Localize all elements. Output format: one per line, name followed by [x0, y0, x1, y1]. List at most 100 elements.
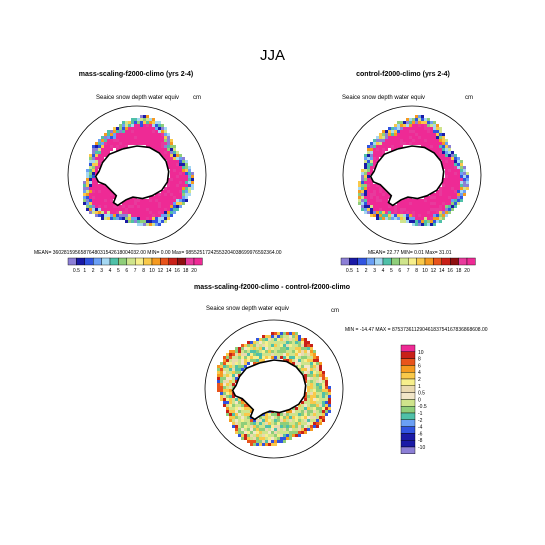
map-cell [143, 121, 146, 124]
map-cell [382, 145, 385, 148]
map-cell [307, 419, 310, 422]
map-cell [400, 211, 403, 214]
map-cell [95, 148, 98, 151]
map-cell [310, 401, 313, 404]
map-cell [176, 175, 179, 178]
map-cell [400, 208, 403, 211]
map-cell [119, 205, 122, 208]
map-cell [101, 184, 104, 187]
map-cell [143, 205, 146, 208]
map-cell [152, 205, 155, 208]
map-cell [295, 410, 298, 413]
map-cell [295, 335, 298, 338]
map-cell [379, 133, 382, 136]
map-cell [170, 208, 173, 211]
map-cell [325, 395, 328, 398]
map-cell [179, 166, 182, 169]
map-cell [430, 139, 433, 142]
map-cell [391, 211, 394, 214]
map-cell [283, 353, 286, 356]
map-cell [247, 350, 250, 353]
map-cell [295, 407, 298, 410]
map-cell [448, 181, 451, 184]
map-cell [271, 356, 274, 359]
map-cell [104, 190, 107, 193]
colorbar-tick-label: -2 [418, 418, 423, 424]
map-cell [244, 428, 247, 431]
map-cell [116, 139, 119, 142]
map-cell [286, 338, 289, 341]
map-cell [247, 440, 250, 443]
map-cell [400, 124, 403, 127]
map-cell [167, 196, 170, 199]
map-cell [250, 356, 253, 359]
map-cell [274, 440, 277, 443]
map-cell [379, 196, 382, 199]
map-cell [271, 434, 274, 437]
map-cell [143, 202, 146, 205]
map-cell [250, 341, 253, 344]
map-cell [319, 371, 322, 374]
map-cell [167, 148, 170, 151]
map-cell [235, 428, 238, 431]
map-cell [304, 422, 307, 425]
map-cell [424, 208, 427, 211]
map-cell [310, 356, 313, 359]
map-cell [143, 139, 146, 142]
map-cell [104, 214, 107, 217]
map-cell [283, 338, 286, 341]
map-cell [271, 332, 274, 335]
map-cell [226, 404, 229, 407]
map-cell [316, 386, 319, 389]
map-cell [268, 437, 271, 440]
map-cell [229, 359, 232, 362]
map-cell [86, 181, 89, 184]
map-cell [110, 217, 113, 220]
map-cell [376, 184, 379, 187]
map-cell [418, 208, 421, 211]
map-cell [128, 211, 131, 214]
map-cell [421, 139, 424, 142]
map-cell [143, 211, 146, 214]
colorbar-box [400, 399, 416, 407]
map-cell [388, 205, 391, 208]
panel-1-map [67, 105, 207, 245]
map-cell [244, 350, 247, 353]
map-cell [137, 139, 140, 142]
map-cell [229, 374, 232, 377]
map-cell [460, 199, 463, 202]
panel-3-map [204, 319, 344, 459]
map-cell [259, 428, 262, 431]
map-cell [388, 127, 391, 130]
map-cell [140, 217, 143, 220]
map-cell [271, 413, 274, 416]
map-cell [442, 199, 445, 202]
map-cell [427, 199, 430, 202]
map-cell [370, 148, 373, 151]
map-cell [119, 208, 122, 211]
map-cell [110, 214, 113, 217]
map-cell [232, 398, 235, 401]
map-cell [409, 199, 412, 202]
map-cell [170, 151, 173, 154]
map-cell [442, 151, 445, 154]
map-cell [421, 115, 424, 118]
map-cell [265, 440, 268, 443]
colorbar-tick-label: 8 [415, 268, 418, 274]
map-cell [298, 407, 301, 410]
panel-1-map-cells [67, 105, 207, 245]
map-cell [301, 353, 304, 356]
map-cell [232, 362, 235, 365]
map-cell [460, 196, 463, 199]
map-cell [155, 199, 158, 202]
map-cell [289, 431, 292, 434]
map-cell [155, 217, 158, 220]
map-cell [125, 208, 128, 211]
map-cell [104, 211, 107, 214]
map-cell [442, 190, 445, 193]
map-cell [421, 142, 424, 145]
map-cell [367, 208, 370, 211]
map-cell [143, 223, 146, 226]
map-cell [376, 154, 379, 157]
map-cell [170, 148, 173, 151]
